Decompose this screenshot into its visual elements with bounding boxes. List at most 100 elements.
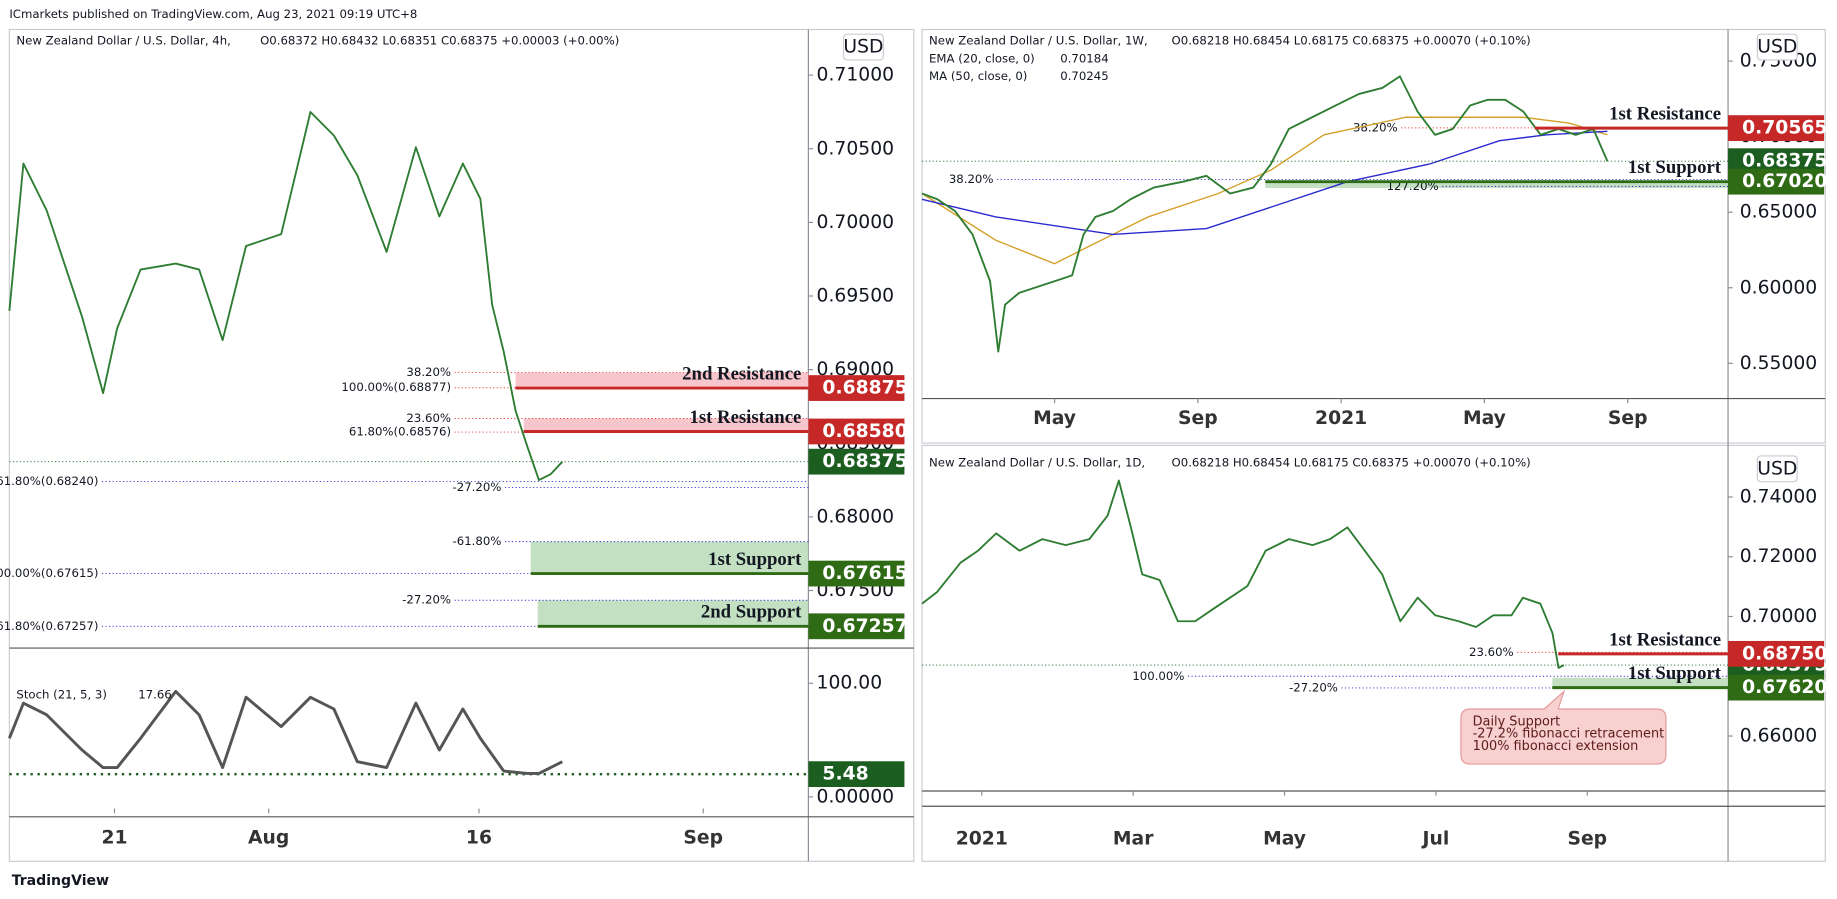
level-box	[1728, 168, 1825, 195]
callout-text: Daily Support	[1473, 714, 1561, 729]
currency: USD	[843, 37, 883, 58]
price-line	[8, 111, 564, 482]
level-name: 1st Resistance	[689, 407, 801, 428]
last-price-label: 0.68375	[1742, 151, 1827, 172]
price-line	[921, 479, 1565, 669]
level-name: 2nd Resistance	[682, 363, 801, 384]
price-line	[8, 689, 564, 775]
level-box	[808, 375, 905, 401]
indicator-reading: 17.66	[138, 687, 172, 701]
currency: USD	[1757, 37, 1797, 58]
level-zone	[523, 418, 809, 432]
level-box	[808, 560, 905, 587]
callout-text: -27.2% fibonacci retracement	[1473, 727, 1665, 742]
x-tick-label: Sep	[1178, 408, 1218, 429]
level-box	[808, 613, 905, 640]
y-tick-label: 0.72000	[1740, 546, 1817, 567]
indicator-name: Stoch (21, 5, 3)	[16, 687, 107, 701]
level-box	[808, 761, 905, 788]
fib-label: 161.80%(0.68240)	[0, 474, 98, 488]
fib-label: 38.20%	[1353, 120, 1398, 134]
fib-label: 100.00%(0.68877)	[341, 380, 451, 394]
level-box-label: 0.70565	[1742, 118, 1827, 139]
level-name: 1st Support	[1628, 663, 1722, 684]
price-line	[921, 75, 1609, 353]
y-tick-label: 0.66000	[1740, 726, 1817, 747]
level-name: 1st Support	[1628, 157, 1722, 178]
fib-label: 200.00%(0.67615)	[0, 566, 98, 580]
indicator-reading: 0.70184	[1060, 51, 1108, 65]
currency-box	[1756, 33, 1798, 61]
y-tick-label: 0.70000	[1740, 606, 1817, 627]
x-tick-label: Aug	[248, 827, 289, 848]
x-tick-label: Sep	[1608, 408, 1648, 429]
x-tick-label: May	[1263, 829, 1306, 850]
publisher: ICmarkets published on TradingView.com, …	[9, 7, 417, 21]
x-tick-label: Mar	[1113, 829, 1154, 850]
y-tick-label: 0.70500	[817, 138, 894, 159]
last-price-box	[808, 448, 905, 475]
chart-title: New Zealand Dollar / U.S. Dollar, 1W,	[929, 34, 1148, 48]
fib-label: 23.60%	[406, 411, 451, 425]
panel-frame	[921, 28, 1826, 444]
level-name: 1st Resistance	[1609, 104, 1721, 125]
fib-label: -27.20%	[1289, 680, 1338, 694]
fib-label: 38.20%	[949, 172, 994, 186]
chart-title: New Zealand Dollar / U.S. Dollar, 4h,	[16, 34, 231, 48]
x-tick-label: 21	[101, 827, 127, 848]
y-tick-label: 0.74000	[1740, 486, 1817, 507]
level-zone	[515, 372, 809, 389]
level-box-label: 0.67615	[822, 563, 907, 584]
chart-title: New Zealand Dollar / U.S. Dollar, 1D,	[929, 455, 1145, 469]
level-zone	[1552, 677, 1729, 688]
y-tick-label: 0.60000	[1740, 277, 1817, 298]
fib-label: 100.00%	[1132, 669, 1184, 683]
level-box-label: 5.48	[822, 764, 868, 785]
level-box-label: 0.68580	[822, 421, 907, 442]
currency-box	[842, 33, 884, 61]
fib-label: 38.20%	[406, 365, 451, 379]
ohlc-readout: O0.68372 H0.68432 L0.68351 C0.68375 +0.0…	[260, 34, 619, 48]
level-name: 1st Resistance	[1609, 629, 1721, 650]
y-tick-label: 0.00000	[817, 786, 894, 807]
level-box	[1728, 674, 1825, 701]
y-tick-label: 0.55000	[1740, 353, 1817, 374]
currency-box	[1756, 455, 1798, 483]
panel-frame	[8, 28, 915, 862]
indicator-reading: 0.70245	[1060, 69, 1108, 83]
fib-label: -61.80%	[453, 534, 502, 548]
y-tick-label: 0.70000	[817, 212, 894, 233]
level-box	[808, 418, 905, 445]
indicator-name: MA (50, close, 0)	[929, 69, 1027, 83]
footer-brand: TradingView	[12, 873, 109, 889]
fib-label: -27.20%	[453, 480, 502, 494]
level-zone	[530, 541, 809, 574]
x-tick-label: 2021	[1315, 408, 1367, 429]
x-tick-label: 2021	[956, 829, 1008, 850]
x-tick-label: May	[1463, 408, 1506, 429]
level-zone	[1265, 181, 1729, 189]
x-tick-label: Jul	[1421, 829, 1450, 850]
level-box-label: 0.67620	[1742, 677, 1827, 698]
level-name: 1st Support	[708, 549, 802, 570]
fib-label: 61.80%(0.68576)	[349, 425, 451, 439]
callout-box	[1460, 689, 1667, 765]
level-box	[1728, 115, 1825, 141]
y-tick-label: 0.71000	[817, 65, 894, 86]
panel-frame	[921, 444, 1826, 862]
y-tick-label: 100.00	[817, 673, 883, 694]
indicator-line	[921, 116, 1608, 265]
level-box	[1728, 640, 1825, 667]
y-tick-label: 0.68000	[817, 506, 894, 527]
last-price-label: 0.68375	[822, 451, 907, 472]
fib-label: 23.60%	[1469, 645, 1514, 659]
level-name: 2nd Support	[701, 602, 802, 623]
indicator-line	[921, 130, 1608, 236]
callout-text: 100% fibonacci extension	[1473, 739, 1639, 754]
level-box-label: 0.67020	[1742, 171, 1827, 192]
x-tick-label: Sep	[683, 827, 723, 848]
fib-label: -27.20%	[402, 593, 451, 607]
currency: USD	[1757, 458, 1797, 479]
x-tick-label: 16	[466, 827, 492, 848]
